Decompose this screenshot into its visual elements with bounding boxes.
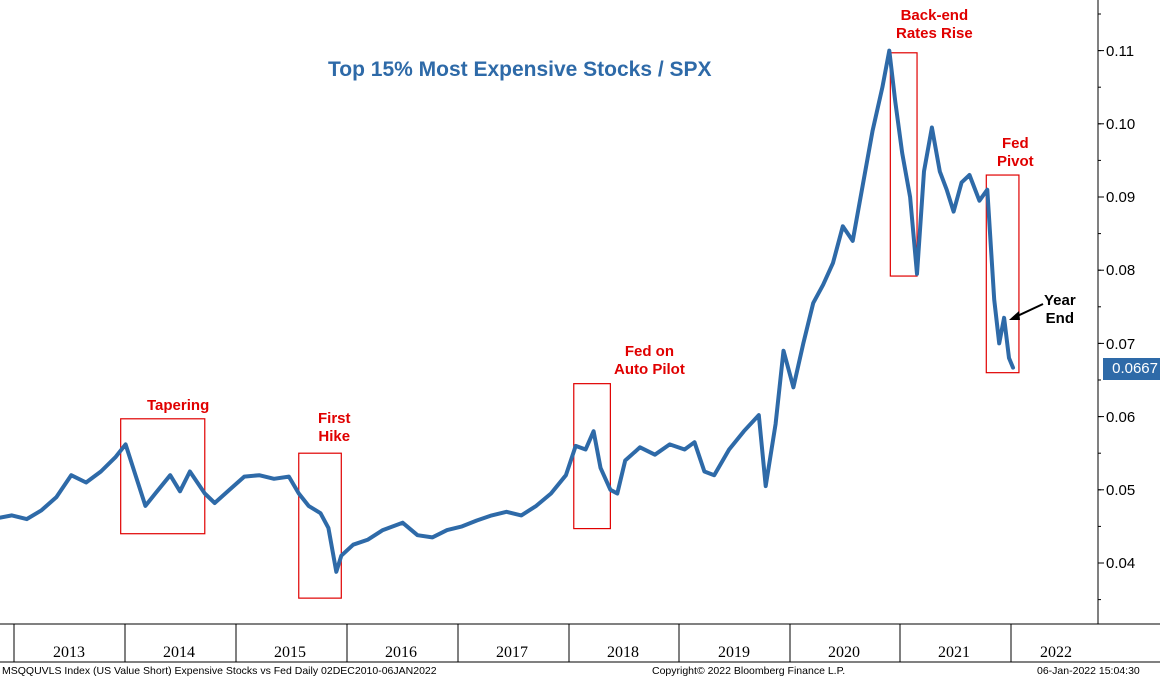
y-tick-label: 0.06 xyxy=(1106,409,1136,426)
series-line xyxy=(0,48,1015,574)
annotation-year-end-line1: Year xyxy=(1044,292,1076,309)
annotation-backend-line1: Back-end xyxy=(900,7,969,24)
annotation-box xyxy=(889,52,918,277)
x-tick-label: 2022 xyxy=(1040,644,1072,661)
year-end-arrow xyxy=(1009,303,1044,320)
y-tick-label: 0.09 xyxy=(1106,189,1136,206)
annotation-fed-auto-pilot: Fed on Auto Pilot xyxy=(614,343,685,379)
x-tick-label: 2018 xyxy=(607,644,639,661)
x-tick-label: 2020 xyxy=(828,644,860,661)
footer-copyright: Copyright© 2022 Bloomberg Finance L.P. xyxy=(652,665,846,677)
x-tick-label: 2017 xyxy=(496,644,528,661)
x-tick-label: 2013 xyxy=(53,644,85,661)
x-tick-label: 2015 xyxy=(274,644,306,661)
annotation-fed-pivot-line1: Fed xyxy=(1002,135,1029,152)
annotation-backend-rates: Back-end Rates Rise xyxy=(896,7,973,43)
y-tick-label: 0.10 xyxy=(1106,116,1136,133)
x-tick-label: 2016 xyxy=(385,644,417,661)
annotation-year-end: Year End xyxy=(1044,292,1076,328)
annotation-boxes xyxy=(120,52,1020,599)
y-tick-label: 0.08 xyxy=(1106,262,1136,279)
chart-title: Top 15% Most Expensive Stocks / SPX xyxy=(328,58,712,81)
footer-source: MSQQUVLS Index (US Value Short) Expensiv… xyxy=(2,665,437,677)
x-tick-label: 2014 xyxy=(163,644,195,661)
annotation-first-hike-line2: Hike xyxy=(318,428,351,445)
x-tick-label: 2021 xyxy=(938,644,970,661)
annotation-first-hike-line1: First xyxy=(318,410,351,427)
annotation-fed-auto-line1: Fed on xyxy=(624,343,674,360)
annotation-backend-line2: Rates Rise xyxy=(896,25,973,42)
y-tick-label: 0.07 xyxy=(1106,336,1136,353)
annotation-fed-pivot: Fed Pivot xyxy=(997,135,1034,171)
annotation-box xyxy=(985,174,1020,374)
last-value-badge: 0.0667 xyxy=(1103,358,1160,380)
annotation-box xyxy=(120,418,206,535)
annotation-fed-pivot-line2: Pivot xyxy=(997,153,1034,170)
y-tick-label: 0.05 xyxy=(1106,482,1136,499)
chart-axes xyxy=(0,0,1160,663)
annotation-tapering: Tapering xyxy=(147,397,210,414)
annotation-box xyxy=(573,383,611,530)
y-tick-label: 0.11 xyxy=(1106,43,1135,60)
annotation-first-hike: First Hike xyxy=(318,410,351,446)
annotation-year-end-line2: End xyxy=(1045,310,1075,327)
annotation-fed-auto-line2: Auto Pilot xyxy=(614,361,685,378)
x-tick-label: 2019 xyxy=(718,644,750,661)
y-tick-label: 0.04 xyxy=(1106,555,1136,572)
annotation-box xyxy=(298,452,342,599)
footer-timestamp: 06-Jan-2022 15:04:30 xyxy=(1037,665,1140,677)
